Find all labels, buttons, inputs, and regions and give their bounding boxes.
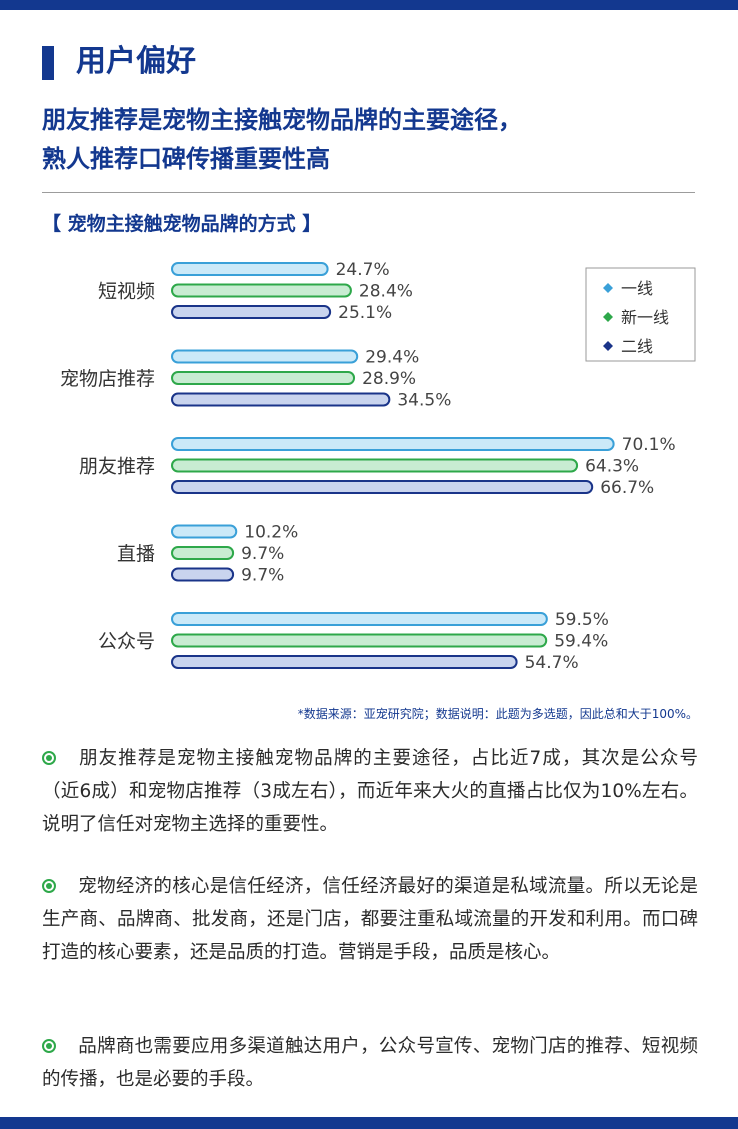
value-label: 9.7% <box>241 544 284 564</box>
bar <box>171 480 594 494</box>
value-label: 25.1% <box>338 303 392 323</box>
legend-marker-icon <box>603 283 613 293</box>
paragraph-3: 品牌商也需要应用多渠道触达用户，公众号宣传、宠物门店的推荐、短视频的传播，也是必… <box>42 1030 698 1096</box>
value-label: 34.5% <box>397 391 451 411</box>
bar <box>171 392 391 407</box>
divider <box>42 192 695 193</box>
bar <box>171 546 235 560</box>
bar <box>171 524 238 539</box>
bottom-accent-bar <box>0 1117 738 1129</box>
bar <box>171 305 332 319</box>
data-source-note: *数据来源：亚宠研究院；数据说明：此题为多选题，因此总和大于100%。 <box>297 707 698 721</box>
chart-title: 【 宠物主接触宠物品牌的方式 】 <box>42 213 322 235</box>
category-label: 短视频 <box>98 281 155 303</box>
bar <box>171 655 518 669</box>
value-label: 28.4% <box>359 282 413 302</box>
bar <box>171 612 548 626</box>
value-label: 66.7% <box>600 478 654 498</box>
section-marker <box>42 46 54 80</box>
value-label: 29.4% <box>365 348 419 368</box>
value-label: 59.5% <box>555 610 609 630</box>
category-label: 宠物店推荐 <box>60 368 155 390</box>
value-label: 9.7% <box>241 566 284 586</box>
paragraph-2-text: 宠物经济的核心是信任经济，信任经济最好的渠道是私域流量。所以无论是生产商、品牌商… <box>42 876 698 963</box>
paragraph-2: 宠物经济的核心是信任经济，信任经济最好的渠道是私域流量。所以无论是生产商、品牌商… <box>42 870 698 969</box>
bar <box>171 567 235 582</box>
category-label: 公众号 <box>98 631 155 653</box>
top-accent-bar <box>0 0 738 10</box>
value-label: 64.3% <box>585 457 639 477</box>
paragraph-1-text: 朋友推荐是宠物主接触宠物品牌的主要途径，占比近7成，其次是公众号（近6成）和宠物… <box>42 748 698 835</box>
paragraph-3-text: 品牌商也需要应用多渠道触达用户，公众号宣传、宠物门店的推荐、短视频的传播，也是必… <box>42 1036 698 1090</box>
value-label: 28.9% <box>362 369 416 389</box>
headline-line-2: 熟人推荐口碑传播重要性高 <box>42 145 330 173</box>
legend-marker-icon <box>603 341 613 351</box>
bar <box>171 283 352 298</box>
bar <box>171 437 615 451</box>
category-label: 朋友推荐 <box>79 456 155 478</box>
legend-marker-icon <box>603 312 613 322</box>
section-title: 用户偏好 <box>76 44 196 79</box>
legend-label: 一线 <box>621 279 653 298</box>
bar <box>171 371 356 385</box>
value-label: 10.2% <box>244 523 298 543</box>
bullet-icon <box>42 1039 56 1053</box>
category-label: 直播 <box>117 543 155 565</box>
value-label: 54.7% <box>525 653 579 673</box>
headline-line-1: 朋友推荐是宠物主接触宠物品牌的主要途径， <box>42 106 522 134</box>
paragraph-1: 朋友推荐是宠物主接触宠物品牌的主要途径，占比近7成，其次是公众号（近6成）和宠物… <box>42 742 698 841</box>
bar <box>171 349 359 364</box>
bar-chart: 短视频 24.7%28.4%25.1% 宠物店推荐 29.4%28.9%34.5% 朋友… <box>60 260 696 673</box>
bar <box>171 633 548 648</box>
value-label: 70.1% <box>622 435 676 455</box>
legend-label: 二线 <box>621 337 653 356</box>
bullet-icon <box>42 751 56 765</box>
value-label: 24.7% <box>336 260 390 280</box>
bar <box>171 262 329 276</box>
legend-label: 新一线 <box>621 308 669 327</box>
bullet-icon <box>42 879 56 893</box>
value-label: 59.4% <box>554 632 608 652</box>
bar <box>171 458 579 473</box>
